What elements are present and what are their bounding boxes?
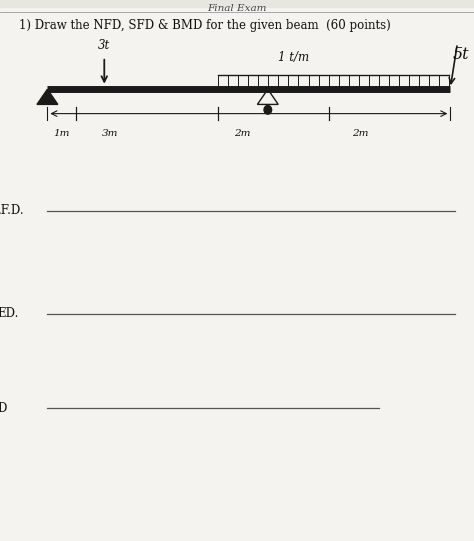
Text: .F.D.: .F.D. bbox=[0, 204, 24, 217]
Text: Final Exam: Final Exam bbox=[207, 4, 267, 13]
Text: 1 t/m: 1 t/m bbox=[278, 51, 310, 64]
Text: 3m: 3m bbox=[102, 129, 118, 138]
Circle shape bbox=[264, 105, 272, 114]
Text: 2m: 2m bbox=[235, 129, 251, 138]
Polygon shape bbox=[37, 89, 58, 104]
Text: 5t: 5t bbox=[453, 45, 469, 63]
Text: 1) Draw the NFD, SFD & BMD for the given beam  (60 points): 1) Draw the NFD, SFD & BMD for the given… bbox=[19, 19, 391, 32]
Text: 3t: 3t bbox=[98, 39, 110, 52]
Text: ED.: ED. bbox=[0, 307, 19, 320]
Text: D: D bbox=[0, 402, 7, 415]
Text: 1m: 1m bbox=[54, 129, 70, 138]
Text: 2m: 2m bbox=[352, 129, 368, 138]
FancyBboxPatch shape bbox=[0, 8, 474, 541]
